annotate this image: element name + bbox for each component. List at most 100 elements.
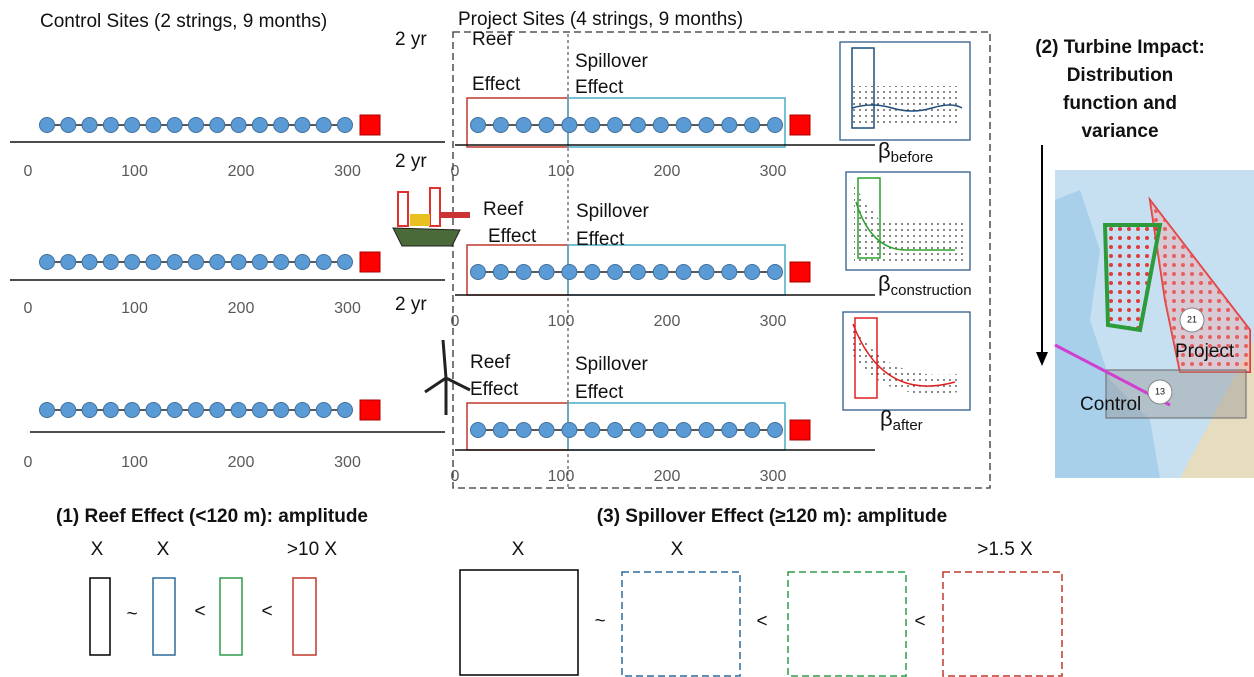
sensor (273, 117, 290, 133)
project-title: Project Sites (4 strings, 9 months) (458, 9, 743, 30)
tick-label: 300 (760, 313, 787, 330)
sensor (538, 264, 555, 280)
tick-label: 300 (760, 163, 787, 180)
beta-symbol: β (880, 406, 893, 431)
amplitude-label: >10 X (287, 539, 338, 560)
spillover-label: Spillover (576, 201, 650, 222)
rig (429, 187, 441, 227)
sensor (607, 264, 624, 280)
sensor (492, 117, 509, 133)
amplitude-box (219, 577, 243, 656)
sensor (721, 117, 738, 133)
map-marker (1147, 379, 1173, 405)
crane (440, 212, 470, 218)
control-title: Control Sites (2 strings, 9 months) (40, 11, 327, 32)
sensor (315, 254, 332, 270)
amplitude-box (787, 571, 907, 677)
beta-label: βconstruction (878, 271, 972, 299)
map-label: Control (1080, 394, 1141, 415)
sensor (166, 117, 183, 133)
sensor (470, 264, 486, 280)
tick-label: 0 (451, 313, 460, 330)
sensor (652, 264, 669, 280)
amplitude-title: (3) Spillover Effect (≥120 m): amplitude (597, 506, 947, 527)
impact-title: (2) Turbine Impact: (1035, 37, 1205, 58)
sensor (273, 254, 290, 270)
sensor (337, 402, 353, 418)
distribution-curve (851, 104, 963, 112)
reef-label: Reef (483, 199, 524, 220)
duration-label: 2 yr (395, 151, 427, 172)
sensor (102, 402, 119, 418)
relation: < (756, 611, 767, 632)
tick-label: 100 (121, 300, 148, 317)
amplitude-box (459, 569, 579, 676)
sensor (337, 117, 353, 133)
rig (397, 191, 409, 227)
sensor (294, 402, 311, 418)
sensor (273, 402, 290, 418)
control-area (1105, 369, 1247, 419)
sensor (39, 402, 55, 418)
sensor (209, 254, 226, 270)
map-label: Project (1175, 341, 1235, 362)
reef-window (857, 177, 881, 259)
sensor (515, 264, 532, 280)
distribution-curve (852, 323, 956, 387)
sensor (652, 422, 669, 438)
sensor (81, 117, 98, 133)
sensor (230, 254, 247, 270)
tick-label: 100 (548, 468, 575, 485)
anchor (359, 251, 381, 273)
sensor (675, 264, 692, 280)
sensor (629, 117, 646, 133)
spillover-label: Spillover (575, 354, 649, 375)
relation: < (914, 611, 925, 632)
sensor (102, 117, 119, 133)
sensor (145, 402, 162, 418)
sensor (81, 254, 98, 270)
tick-label: 0 (451, 163, 460, 180)
sensor (188, 254, 204, 270)
sensor (561, 264, 578, 280)
tick-label: 200 (654, 313, 681, 330)
duration-label: 2 yr (395, 29, 427, 50)
sensor (584, 117, 601, 133)
sensor (102, 254, 119, 270)
vessel-hull (392, 227, 461, 247)
sensor (538, 422, 555, 438)
impact-arrowhead (1036, 352, 1048, 366)
tick-label: 100 (121, 163, 148, 180)
sensor (675, 117, 692, 133)
sensor (60, 402, 77, 418)
sensor (315, 117, 332, 133)
sensor (607, 422, 624, 438)
amplitude-box (942, 571, 1063, 677)
sensor (188, 117, 204, 133)
sensor (584, 264, 601, 280)
sensor (515, 422, 532, 438)
sensor (470, 422, 486, 438)
sensor (209, 117, 226, 133)
map-marker-label: 21 (1187, 314, 1197, 324)
spillover-label: Effect (575, 382, 624, 403)
beta-label: βbefore (878, 138, 933, 166)
tick-label: 0 (24, 454, 33, 471)
sensor (209, 402, 226, 418)
tick-label: 100 (548, 313, 575, 330)
reef-label: Effect (470, 379, 519, 400)
sensor (470, 117, 486, 133)
map-land (1180, 340, 1254, 478)
reef-label: Reef (470, 352, 511, 373)
impact-title: Distribution (1067, 65, 1174, 86)
spillover-label: Spillover (575, 51, 649, 72)
sensor (698, 117, 715, 133)
sensor (166, 402, 183, 418)
tick-label: 300 (334, 163, 361, 180)
sensor (251, 402, 268, 418)
sensor (124, 254, 141, 270)
sensor (721, 422, 738, 438)
project-area (1148, 196, 1251, 373)
anchor (789, 419, 811, 441)
sensor (629, 422, 646, 438)
